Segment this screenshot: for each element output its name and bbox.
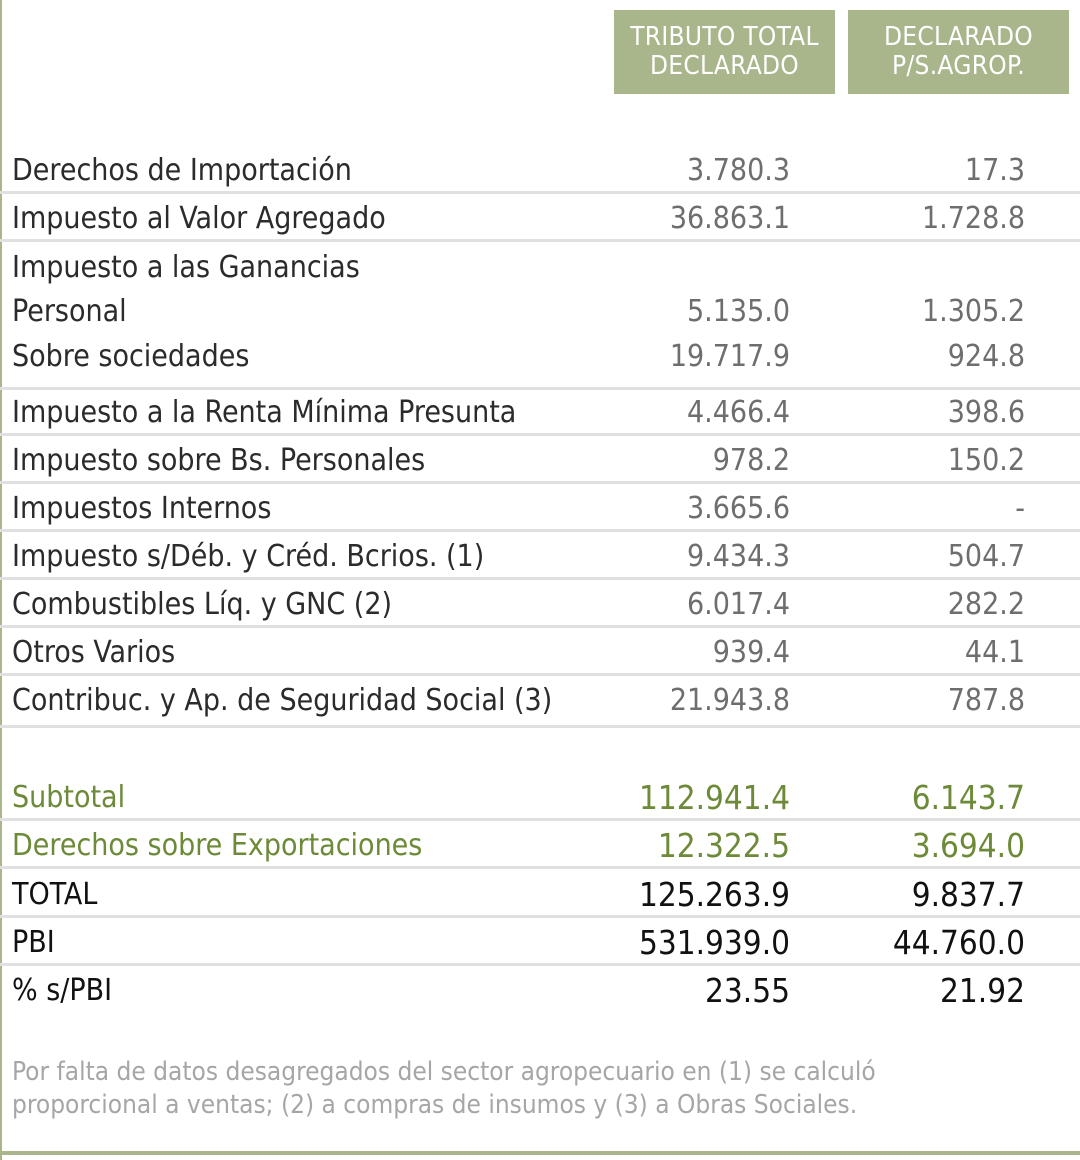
row-label: TOTAL <box>12 877 98 912</box>
column-header-line: DECLARADO <box>649 51 800 81</box>
row-value-total: 12.322.5 <box>657 826 790 865</box>
column-header-tributo-total: TRIBUTO TOTAL DECLARADO <box>614 10 835 94</box>
row-value-agrop: 6.143.7 <box>911 778 1025 817</box>
row-value-total: 9.434.3 <box>687 539 790 574</box>
row-label: Impuesto a las Ganancias <box>12 250 360 285</box>
percent-pbi-row: % s/PBI 23.55 21.92 <box>0 968 1080 1014</box>
table-row: Impuestos Internos 3.665.6 - <box>0 486 1080 532</box>
table-row: Combustibles Líq. y GNC (2) 6.017.4 282.… <box>0 582 1080 628</box>
row-divider <box>0 529 1080 532</box>
left-border <box>0 0 2 1160</box>
row-label: Impuesto al Valor Agregado <box>12 201 386 236</box>
total-row: TOTAL 125.263.9 9.837.7 <box>0 872 1080 918</box>
row-value-total: 36.863.1 <box>669 201 790 236</box>
row-value-agrop: 150.2 <box>947 443 1025 478</box>
row-value-agrop: - <box>1015 491 1025 526</box>
row-value-total: 531.939.0 <box>638 923 790 962</box>
row-value-total: 19.717.9 <box>669 339 790 374</box>
row-value-total: 125.263.9 <box>638 875 790 914</box>
footnote-line: Por falta de datos desagregados del sect… <box>12 1057 876 1087</box>
column-header-declarado-agrop: DECLARADO P/S.AGROP. <box>848 10 1069 94</box>
table-row: Contribuc. y Ap. de Seguridad Social (3)… <box>0 678 1080 728</box>
row-value-agrop: 504.7 <box>947 539 1025 574</box>
row-value-total: 21.943.8 <box>669 683 790 718</box>
row-value-total: 6.017.4 <box>687 587 790 622</box>
row-value-total: 112.941.4 <box>638 778 790 817</box>
table-row: Otros Varios 939.4 44.1 <box>0 630 1080 676</box>
row-value-agrop: 398.6 <box>947 395 1025 430</box>
row-value-total: 939.4 <box>712 635 790 670</box>
row-divider <box>0 818 1080 821</box>
row-value-total: 3.780.3 <box>687 153 790 188</box>
row-label: Impuestos Internos <box>12 491 272 526</box>
row-divider <box>0 433 1080 436</box>
row-label: % s/PBI <box>12 973 113 1008</box>
row-label: Impuesto s/Déb. y Créd. Bcrios. (1) <box>12 539 485 574</box>
table-row: Derechos de Importación 3.780.3 17.3 <box>0 148 1080 194</box>
table-row: Impuesto a la Renta Mínima Presunta 4.46… <box>0 390 1080 436</box>
table-row: Impuesto s/Déb. y Créd. Bcrios. (1) 9.43… <box>0 534 1080 580</box>
row-divider <box>0 625 1080 628</box>
row-value-total: 23.55 <box>705 971 790 1010</box>
row-value-total: 4.466.4 <box>687 395 790 430</box>
row-value-total: 978.2 <box>712 443 790 478</box>
row-label: Sobre sociedades <box>12 339 250 374</box>
row-label: Derechos sobre Exportaciones <box>12 828 423 863</box>
row-value-agrop: 924.8 <box>947 339 1025 374</box>
row-divider <box>0 191 1080 194</box>
column-header-line: TRIBUTO TOTAL <box>630 22 819 52</box>
row-divider <box>0 239 1080 242</box>
row-value-total: 5.135.0 <box>687 294 790 329</box>
column-header-line: DECLARADO <box>883 22 1034 52</box>
row-value-agrop: 21.92 <box>940 971 1025 1010</box>
row-value-agrop: 44.760.0 <box>892 923 1025 962</box>
row-label: Combustibles Líq. y GNC (2) <box>12 587 393 622</box>
pbi-row: PBI 531.939.0 44.760.0 <box>0 920 1080 966</box>
row-divider <box>0 725 1080 728</box>
row-divider <box>0 673 1080 676</box>
row-value-agrop: 3.694.0 <box>911 826 1025 865</box>
row-label: Contribuc. y Ap. de Seguridad Social (3) <box>12 683 553 718</box>
row-value-agrop: 1.728.8 <box>922 201 1025 236</box>
table-row: Impuesto al Valor Agregado 36.863.1 1.72… <box>0 196 1080 242</box>
row-divider <box>0 481 1080 484</box>
row-divider <box>0 963 1080 966</box>
row-value-agrop: 17.3 <box>964 153 1025 188</box>
row-label: Derechos de Importación <box>12 153 352 188</box>
row-label: Subtotal <box>12 780 126 815</box>
row-divider <box>0 387 1080 390</box>
table-row: Impuesto a las Ganancias <box>0 245 1080 291</box>
subtotal-row: Subtotal 112.941.4 6.143.7 <box>0 775 1080 821</box>
row-value-agrop: 1.305.2 <box>922 294 1025 329</box>
row-label: PBI <box>12 925 55 960</box>
table-row: Sobre sociedades 19.717.9 924.8 <box>0 334 1080 390</box>
row-label: Impuesto sobre Bs. Personales <box>12 443 426 478</box>
bottom-border <box>0 1151 1080 1155</box>
row-label: Otros Varios <box>12 635 176 670</box>
row-divider <box>0 866 1080 869</box>
footnote: Por falta de datos desagregados del sect… <box>12 1056 1012 1122</box>
export-duties-row: Derechos sobre Exportaciones 12.322.5 3.… <box>0 823 1080 869</box>
table-row: Personal 5.135.0 1.305.2 <box>0 289 1080 335</box>
row-divider <box>0 915 1080 918</box>
row-value-agrop: 44.1 <box>964 635 1025 670</box>
row-value-total: 3.665.6 <box>687 491 790 526</box>
row-value-agrop: 282.2 <box>947 587 1025 622</box>
row-value-agrop: 9.837.7 <box>911 875 1025 914</box>
table-row: Impuesto sobre Bs. Personales 978.2 150.… <box>0 438 1080 484</box>
column-header-line: P/S.AGROP. <box>891 51 1026 81</box>
row-value-agrop: 787.8 <box>947 683 1025 718</box>
footnote-line: proporcional a ventas; (2) a compras de … <box>12 1090 858 1120</box>
row-label: Impuesto a la Renta Mínima Presunta <box>12 395 517 430</box>
row-label: Personal <box>12 294 127 329</box>
row-divider <box>0 577 1080 580</box>
